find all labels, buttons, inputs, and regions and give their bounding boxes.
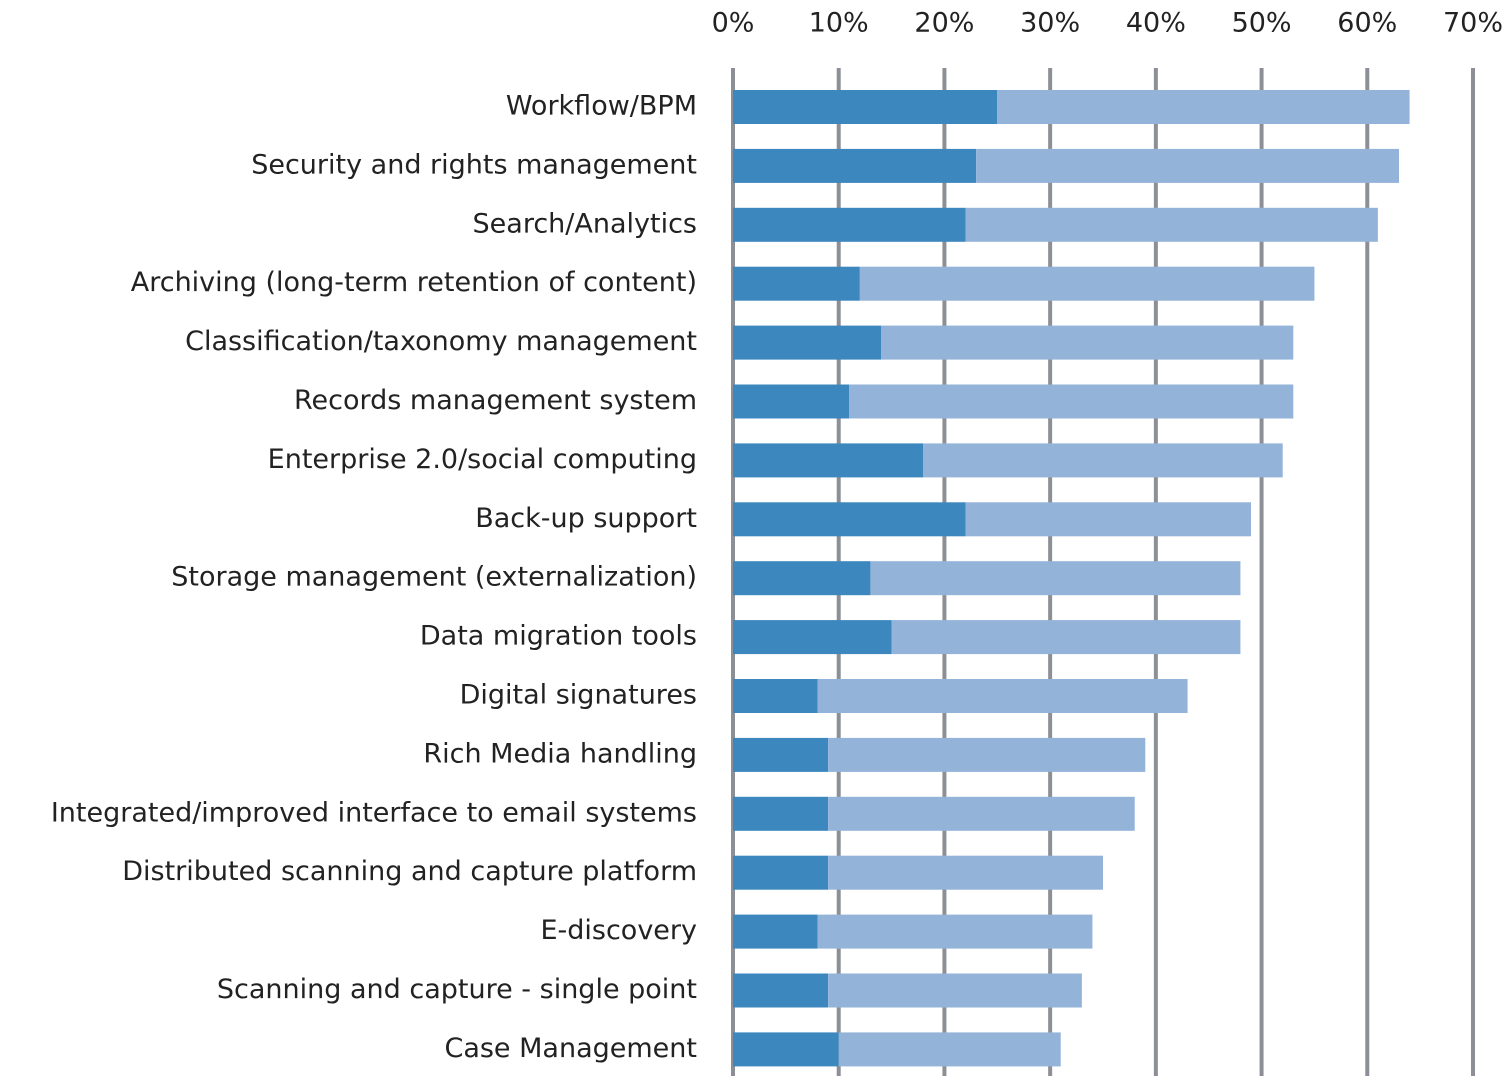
bar-segment xyxy=(923,443,1283,478)
bar-segment xyxy=(733,855,829,890)
bar-segment xyxy=(976,148,1399,183)
x-tick-label: 0% xyxy=(712,8,755,39)
x-tick-label: 10% xyxy=(809,8,869,39)
bar-segment xyxy=(828,737,1146,772)
category-label: Workflow/BPM xyxy=(506,91,697,122)
bar-segment xyxy=(733,384,850,419)
bar-segment xyxy=(733,737,829,772)
x-tick-label: 20% xyxy=(914,8,974,39)
category-label: Storage management (externalization) xyxy=(171,562,697,593)
category-label: Back-up support xyxy=(475,503,697,534)
x-tick-label: 30% xyxy=(1020,8,1080,39)
category-label: Rich Media handling xyxy=(423,738,697,769)
category-label: Security and rights management xyxy=(251,149,697,180)
bar-segment xyxy=(817,914,1093,949)
category-label: Distributed scanning and capture platfor… xyxy=(122,856,697,887)
bar-segment xyxy=(733,620,892,655)
category-label: Records management system xyxy=(294,385,697,416)
bar-segment xyxy=(881,325,1294,360)
bar-segment xyxy=(733,561,871,596)
bar-segment xyxy=(733,148,977,183)
bar-segment xyxy=(997,90,1410,124)
x-tick-label: 50% xyxy=(1232,8,1292,39)
category-label: Integrated/improved interface to email s… xyxy=(51,797,697,828)
bar-segment xyxy=(733,1032,839,1067)
category-label: Classification/taxonomy management xyxy=(185,326,697,357)
x-tick-label: 40% xyxy=(1126,8,1186,39)
bar-segment xyxy=(733,266,860,301)
bar-segment xyxy=(891,620,1241,655)
category-label: Scanning and capture - single point xyxy=(217,974,697,1005)
category-label: Digital signatures xyxy=(460,680,697,711)
category-label: Archiving (long-term retention of conten… xyxy=(131,267,697,298)
bar-segment xyxy=(733,443,924,478)
bar-segment xyxy=(733,973,829,1008)
bar-segment xyxy=(859,266,1315,301)
category-label: Search/Analytics xyxy=(473,208,697,239)
bar-segment xyxy=(965,502,1251,537)
bar-segment xyxy=(870,561,1241,596)
category-label: Data migration tools xyxy=(420,621,697,652)
bar-segment xyxy=(733,796,829,831)
bar-segment xyxy=(733,679,818,713)
category-label: E-discovery xyxy=(540,915,697,946)
bar-segment xyxy=(838,1032,1061,1067)
bar-segment xyxy=(733,90,998,124)
category-label: Enterprise 2.0/social computing xyxy=(268,444,697,475)
x-tick-label: 60% xyxy=(1337,8,1397,39)
bar-segment xyxy=(733,325,881,360)
bar-segment xyxy=(733,914,818,949)
bar-segment xyxy=(733,502,966,537)
bar-segment xyxy=(828,855,1103,890)
category-label: Case Management xyxy=(444,1033,697,1064)
bar-segment xyxy=(733,207,966,242)
bar-segment xyxy=(849,384,1294,419)
bar-segment xyxy=(965,207,1378,242)
bar-segment xyxy=(817,679,1188,713)
bar-segment xyxy=(828,973,1082,1008)
x-tick-label: 70% xyxy=(1443,8,1503,39)
bar-segment xyxy=(828,796,1135,831)
